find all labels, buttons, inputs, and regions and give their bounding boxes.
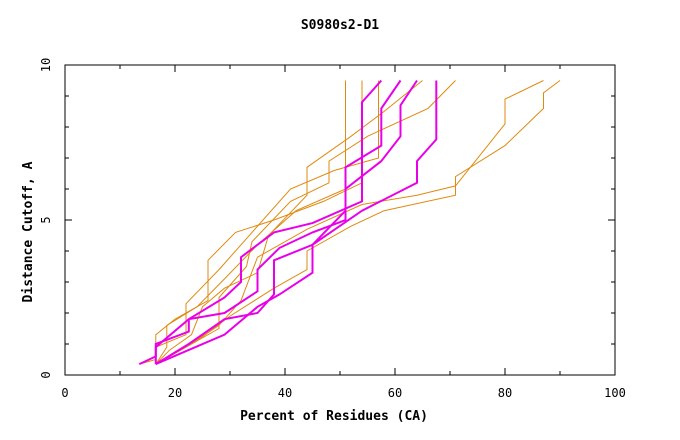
y-axis-label: Distance Cutoff, A	[21, 161, 36, 302]
orange-series-line	[155, 80, 346, 365]
tick-labels: 0 20 40 60 80 100 0 5 10	[39, 58, 626, 400]
y-tick-label: 0	[39, 371, 53, 378]
x-axis-label: Percent of Residues (CA)	[240, 409, 428, 424]
orange-series-line	[155, 80, 561, 365]
orange-series-line	[155, 80, 379, 365]
x-tick-label: 100	[604, 386, 626, 400]
chart-title: S0980s2-D1	[301, 18, 379, 33]
x-tick-label: 80	[498, 386, 512, 400]
magenta-series-line	[155, 79, 418, 365]
x-tick-label: 0	[61, 386, 68, 400]
series-layer	[138, 79, 561, 366]
y-tick-label: 5	[39, 216, 53, 223]
x-tick-label: 20	[168, 386, 182, 400]
orange-series-line	[155, 80, 456, 365]
magenta-series-line	[155, 80, 438, 366]
plot-frame	[64, 64, 616, 376]
axis-ticks	[64, 64, 616, 376]
x-tick-label: 60	[388, 386, 402, 400]
orange-series-line	[155, 80, 423, 365]
orange-series-line	[155, 80, 544, 365]
y-tick-label: 10	[39, 58, 53, 72]
x-tick-label: 40	[278, 386, 292, 400]
magenta-series-line	[138, 79, 383, 366]
magenta-series-line	[154, 79, 402, 365]
